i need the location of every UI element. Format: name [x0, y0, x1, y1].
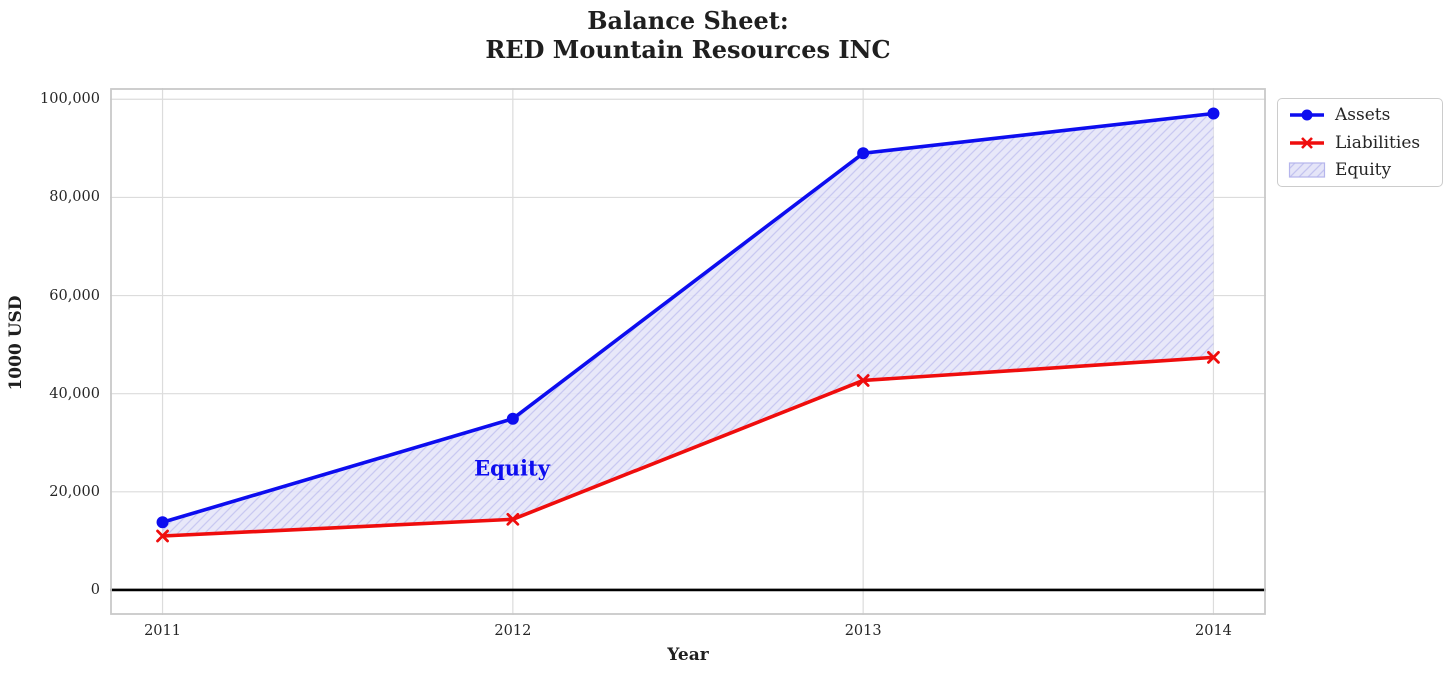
plot-area: Equity [110, 88, 1266, 615]
liabilities-marker [1207, 350, 1220, 364]
x-tick-label: 2014 [1195, 623, 1232, 639]
liabilities-marker [856, 374, 870, 387]
legend-item-liabilities[interactable]: Liabilities [1288, 129, 1432, 157]
chart-title-line2: RED Mountain Resources INC [485, 35, 891, 64]
plot-canvas [110, 88, 1266, 615]
x-axis-label: Year [667, 645, 709, 665]
equity-fill [162, 113, 1214, 536]
x-tick-label: 2013 [844, 623, 882, 639]
chart-title-line1: Balance Sheet: [587, 6, 789, 35]
liabilities-line-swatch [1290, 136, 1324, 149]
y-tick-label: 0 [90, 581, 100, 598]
assets-marker [156, 516, 169, 529]
x-tick-label: 2011 [144, 623, 181, 639]
legend-label-liabilities: Liabilities [1335, 132, 1421, 153]
equity-patch-swatch [1288, 162, 1326, 178]
y-axis-label: 1000 USD [6, 295, 26, 391]
liabilities-marker [156, 529, 169, 543]
assets-line-swatch [1290, 109, 1324, 121]
y-tick-label: 100,000 [40, 91, 100, 108]
legend[interactable]: Assets Liabilities Equity [1277, 98, 1443, 187]
assets-marker [857, 147, 870, 160]
y-tick-label: 20,000 [49, 483, 100, 500]
legend-item-assets[interactable]: Assets [1288, 101, 1432, 129]
legend-label-assets: Assets [1335, 104, 1391, 125]
y-tick-label: 40,000 [49, 385, 100, 402]
liabilities-line [160, 355, 1216, 538]
x-tick-label: 2012 [494, 623, 532, 639]
equity-annotation: Equity [474, 455, 550, 481]
assets-marker [506, 412, 519, 425]
assets-line [160, 111, 1216, 525]
liabilities-marker [506, 512, 520, 526]
chart-title: Balance Sheet: RED Mountain Resources IN… [110, 6, 1266, 64]
legend-item-equity[interactable]: Equity [1288, 156, 1432, 184]
y-tick-label: 80,000 [49, 189, 100, 206]
assets-marker [1207, 107, 1220, 120]
y-tick-label: 60,000 [49, 287, 100, 304]
legend-label-equity: Equity [1335, 160, 1392, 181]
plot-spine [110, 88, 1266, 615]
